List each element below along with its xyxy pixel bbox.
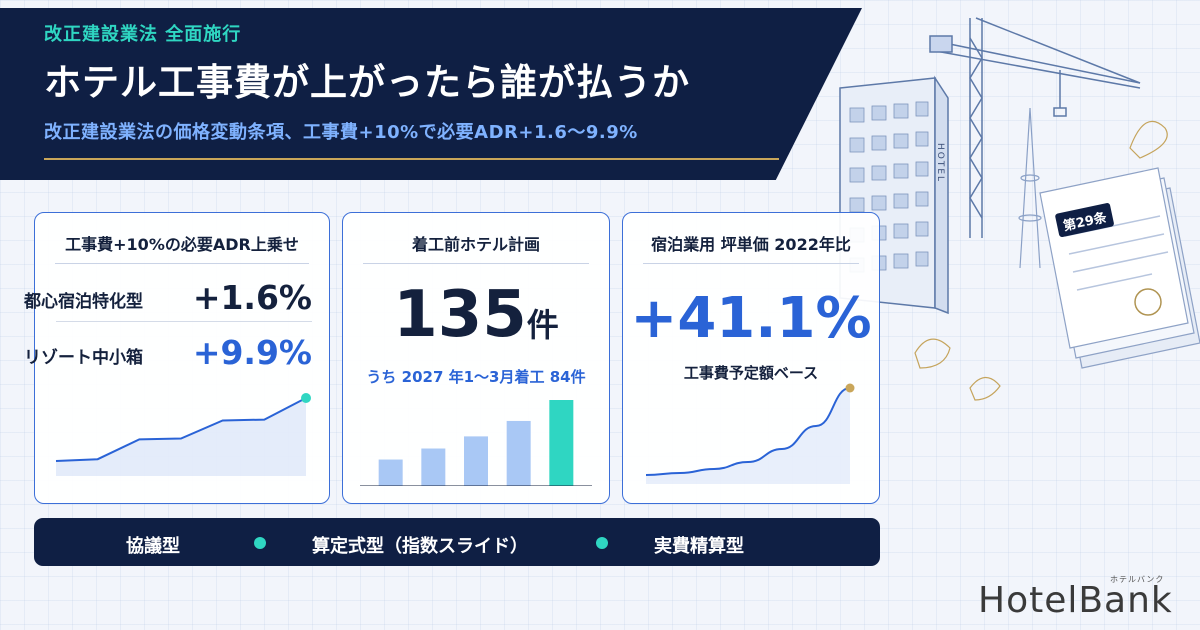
card-title: 工事費+10%の必要ADR上乗せ: [65, 235, 299, 254]
ginkgo-leaf-icon: [914, 120, 1168, 401]
adr-trend-endpoint: [301, 393, 311, 403]
planned-bar: [421, 448, 446, 486]
separator-dot: [254, 537, 266, 549]
planned-count-note: うち 2027 年1〜3月着工 84件: [366, 368, 586, 386]
urban-hotel-value: +1.6%: [192, 278, 312, 317]
planned-bar: [464, 436, 488, 486]
card-divider: [643, 263, 859, 264]
card-title: 着工前ホテル計画: [411, 235, 540, 254]
header-kicker: 改正建設業法 全面施行: [44, 24, 242, 45]
construction-illustration: HOTEL 第29条: [839, 17, 1200, 401]
contract-type-formula: 算定式型（指数スライド）: [312, 536, 528, 557]
unit-price-endpoint: [845, 383, 855, 393]
unit-price-curve-chart: [645, 383, 855, 484]
logo-wordmark: HotelBank: [978, 580, 1173, 621]
header-gold-rule: [44, 158, 779, 160]
document-stack-icon: 第29条: [1039, 167, 1200, 369]
planned-bar: [549, 400, 574, 486]
resort-hotel-value: +9.9%: [192, 333, 312, 372]
planned-count: 135件: [342, 278, 610, 352]
broadcast-tower-icon: [1018, 107, 1042, 269]
card-title: 宿泊業用 坪単価 2022年比: [651, 235, 851, 254]
adr-increase-card: 工事費+10%の必要ADR上乗せ: [34, 212, 330, 504]
row-divider: [56, 321, 312, 322]
urban-hotel-label: 都心宿泊特化型: [24, 292, 143, 312]
hotelbank-logo: ホテルバンク HotelBank: [978, 574, 1188, 621]
unit-price-increase: +41.1%: [630, 286, 872, 351]
hotel-sign: HOTEL: [935, 143, 945, 183]
planned-bar: [506, 420, 531, 486]
planned-bar-chart: [360, 400, 592, 486]
adr-trend-chart: [55, 393, 311, 476]
unit-price-area: [646, 388, 850, 484]
contract-type-actual-cost: 実費精算型: [654, 536, 744, 557]
planned-bar: [378, 459, 403, 486]
card-divider: [363, 263, 589, 264]
contract-types-bar: 協議型 算定式型（指数スライド） 実費精算型: [34, 518, 880, 566]
card-divider: [55, 263, 309, 264]
page-title: ホテル工事費が上がったら誰が払うか: [44, 61, 690, 104]
adr-trend-line: [55, 397, 307, 462]
unit-price-note: 工事費予定額ベース: [683, 364, 819, 382]
header-banner: [0, 8, 862, 180]
planned-count-number: 135: [393, 278, 527, 352]
unit-price-card: 宿泊業用 坪単価 2022年比: [622, 212, 880, 504]
adr-trend-area: [56, 398, 306, 476]
page-subtitle: 改正建設業法の価格変動条項、工事費+10%で必要ADR+1.6〜9.9%: [44, 122, 638, 143]
contract-type-consultation: 協議型: [126, 536, 180, 557]
logo-ruby: ホテルバンク: [1110, 575, 1165, 584]
resort-hotel-label: リゾート中小箱: [24, 348, 143, 368]
separator-dot: [596, 537, 608, 549]
tower-crane-icon: [929, 17, 1141, 238]
planned-count-unit: 件: [526, 306, 559, 344]
unit-price-curve: [645, 387, 851, 476]
